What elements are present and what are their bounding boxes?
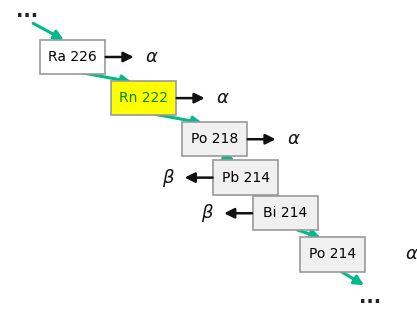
FancyBboxPatch shape xyxy=(253,196,318,231)
FancyBboxPatch shape xyxy=(300,237,365,272)
Text: α: α xyxy=(287,130,299,148)
Text: Rn 222: Rn 222 xyxy=(119,91,168,105)
Text: Po 218: Po 218 xyxy=(191,132,238,146)
Text: Bi 214: Bi 214 xyxy=(263,206,307,220)
Text: Ra 226: Ra 226 xyxy=(48,50,97,64)
FancyBboxPatch shape xyxy=(182,122,247,156)
Text: α: α xyxy=(216,89,228,107)
FancyBboxPatch shape xyxy=(214,160,279,195)
Text: ...: ... xyxy=(16,2,38,21)
Text: Po 214: Po 214 xyxy=(309,248,356,261)
FancyBboxPatch shape xyxy=(111,81,176,115)
Text: α: α xyxy=(145,48,157,66)
Text: Pb 214: Pb 214 xyxy=(222,171,270,184)
Text: α: α xyxy=(405,245,417,263)
Text: ...: ... xyxy=(359,288,382,307)
Text: β: β xyxy=(162,169,173,187)
Text: β: β xyxy=(201,204,213,222)
FancyBboxPatch shape xyxy=(40,40,105,74)
